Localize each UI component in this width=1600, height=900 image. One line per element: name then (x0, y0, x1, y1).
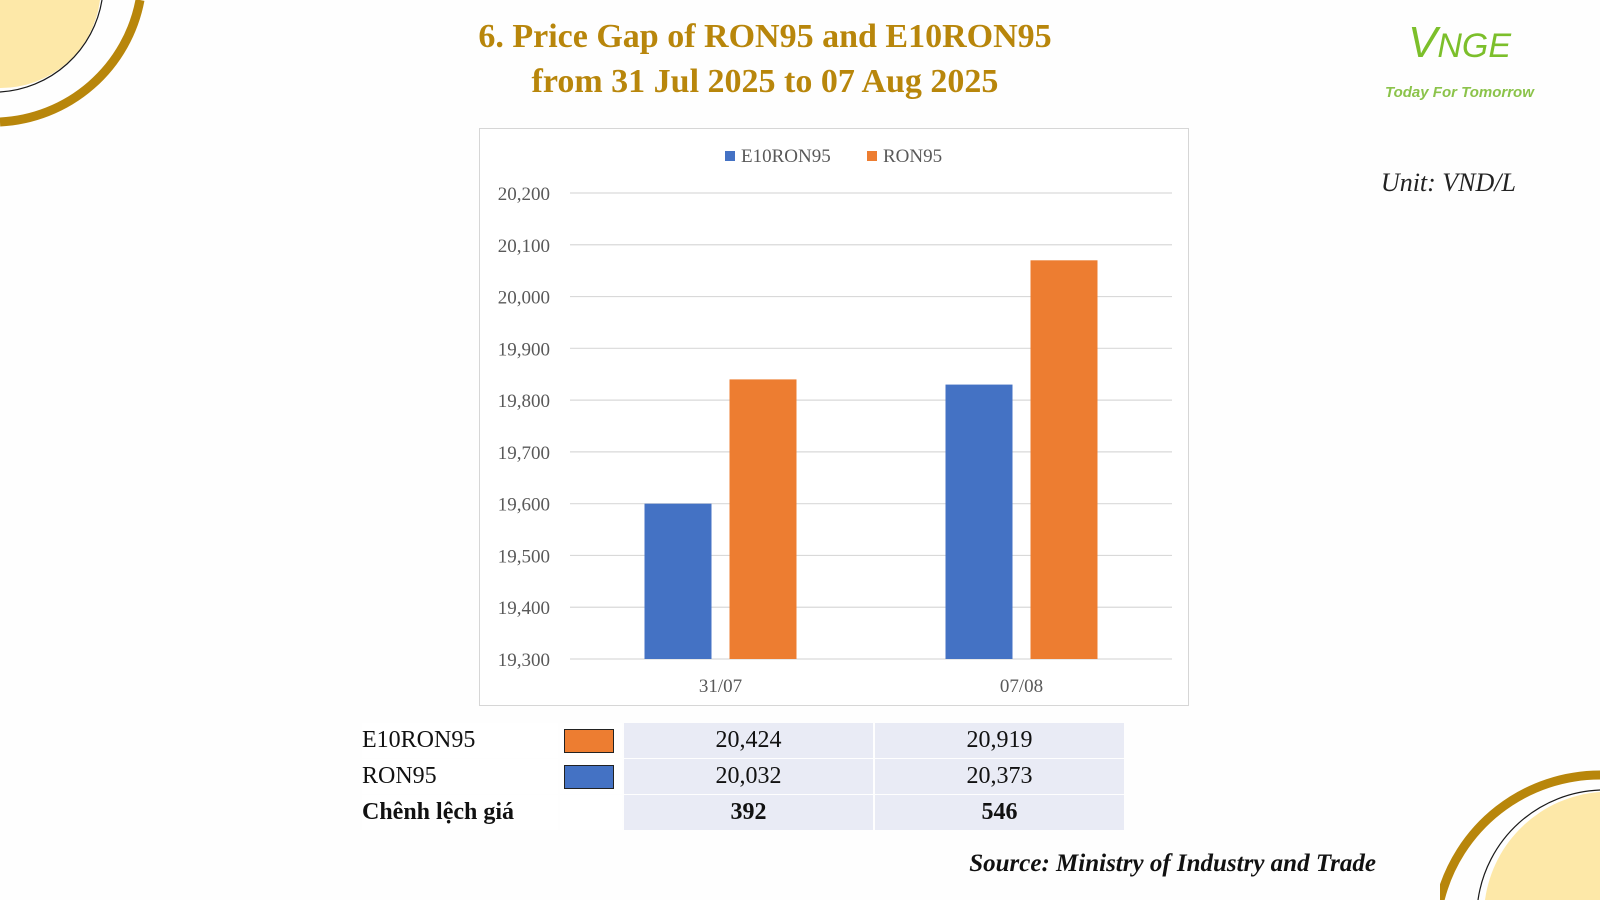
top-left-corner-decoration (0, 0, 145, 127)
legend-label: RON95 (883, 146, 942, 167)
y-tick-label: 19,500 (498, 546, 550, 567)
logo-mark-rest: NGE (1437, 27, 1512, 65)
table-cell: 392 (624, 795, 873, 830)
table-cell: 20,032 (624, 759, 873, 794)
table-cell: 546 (875, 795, 1124, 830)
logo-mark: VNGE (1408, 18, 1511, 68)
table-cell: 20,919 (875, 723, 1124, 758)
row-swatch-cell (560, 759, 622, 794)
y-tick-label: 19,900 (498, 339, 550, 360)
y-tick-label: 19,600 (498, 495, 550, 516)
y-tick-label: 20,100 (498, 236, 550, 257)
x-tick-label: 07/08 (1000, 676, 1043, 697)
unit-label: Unit: VND/L (1380, 168, 1516, 197)
chart-frame: 20,200 20,100 20,000 19,900 19,800 19,700 19,6… (479, 128, 1189, 706)
table-row: E10RON95 20,424 20,919 (362, 723, 1124, 758)
title-line-2: from 31 Jul 2025 to 07 Aug 2025 (531, 63, 999, 100)
legend-swatch (867, 151, 877, 161)
y-tick-label: 19,800 (498, 391, 550, 412)
logo-tagline: Today For Tomorrow (1385, 84, 1534, 101)
bar-ron95-0 (729, 379, 797, 659)
bar-ron95-1 (1030, 260, 1098, 659)
y-tick-label: 20,000 (498, 288, 550, 309)
bar-chart: 20,200 20,100 20,000 19,900 19,800 19,700 19,6… (498, 146, 1172, 697)
row-label: RON95 (362, 759, 558, 794)
x-tick-label: 31/07 (699, 676, 742, 697)
table-cell: 20,373 (875, 759, 1124, 794)
logo-mark-v: V (1408, 18, 1438, 67)
row-label: E10RON95 (362, 723, 558, 758)
bar-e10ron95-1 (945, 384, 1013, 659)
vnge-logo: VNGE Today For Tomorrow (1358, 18, 1578, 108)
legend-label: E10RON95 (741, 146, 831, 167)
table-row: RON95 20,032 20,373 (362, 759, 1124, 794)
y-tick-label: 19,300 (498, 650, 550, 671)
table-row: Chênh lệch giá 392 546 (362, 795, 1124, 830)
bar-e10ron95-0 (644, 503, 712, 659)
y-tick-label: 19,400 (498, 598, 550, 619)
legend-swatch (564, 765, 614, 790)
y-tick-label: 19,700 (498, 443, 550, 464)
row-swatch-cell (560, 723, 622, 758)
bottom-right-corner-decoration (1440, 770, 1600, 900)
y-tick-label: 20,200 (498, 184, 550, 205)
table-cell: 20,424 (624, 723, 873, 758)
price-table: E10RON95 20,424 20,919 RON95 20,032 20,373 Chê… (360, 722, 1126, 831)
row-label: Chênh lệch giá (362, 795, 558, 830)
legend-swatch (564, 729, 614, 754)
source-note: Source: Ministry of Industry and Trade (969, 850, 1376, 877)
legend-swatch (725, 151, 735, 161)
page-title: 6. Price Gap of RON95 and E10RON95 from … (0, 14, 1530, 104)
title-line-1: 6. Price Gap of RON95 and E10RON95 (478, 18, 1052, 55)
row-swatch-cell (560, 795, 622, 830)
